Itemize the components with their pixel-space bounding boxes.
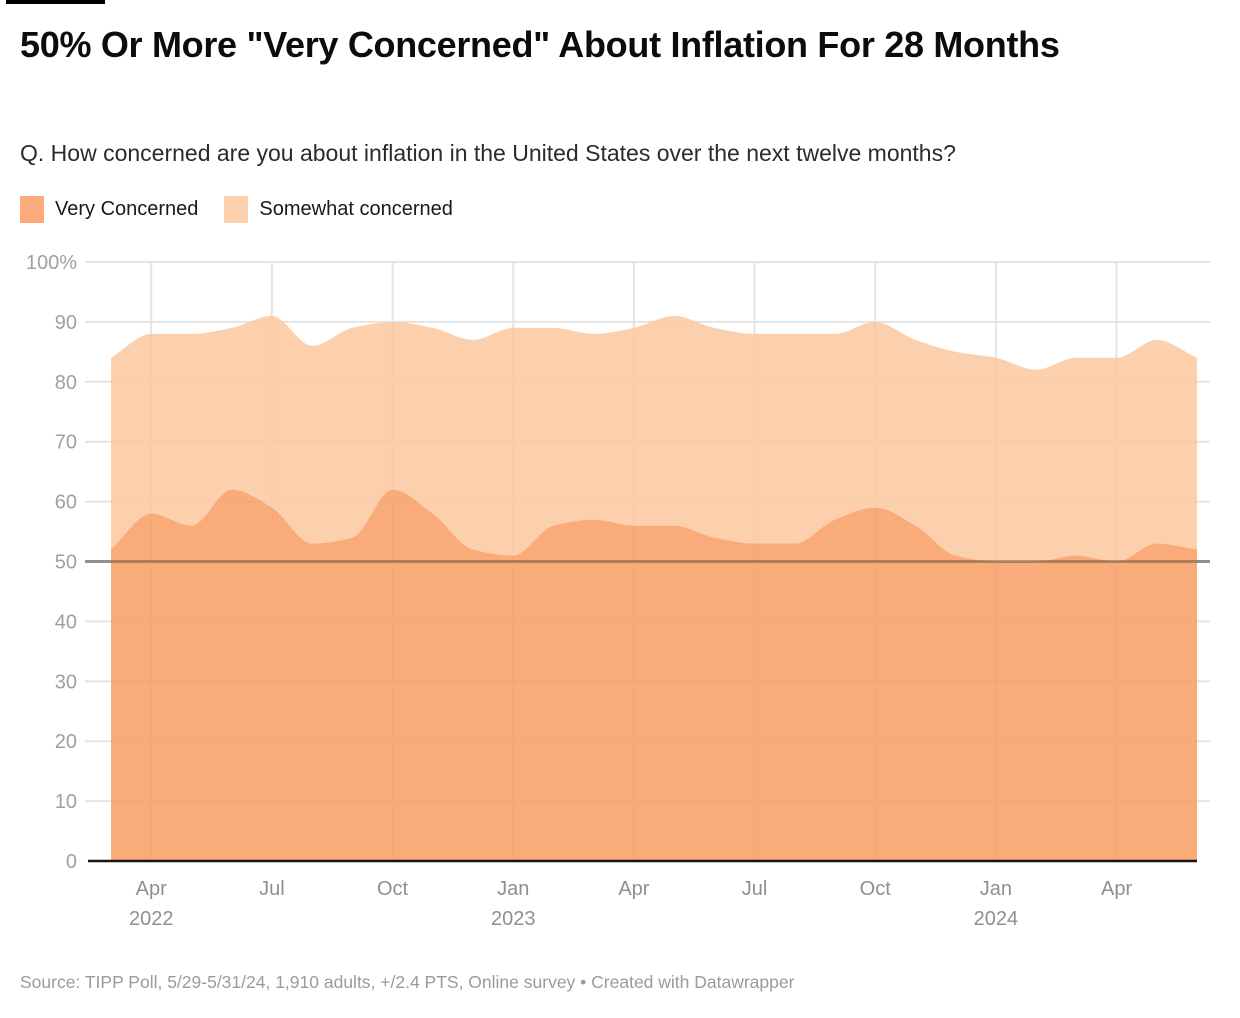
y-tick-label: 10 (55, 791, 77, 813)
x-tick-month-label: Jul (259, 878, 285, 900)
y-tick-label: 0 (66, 851, 77, 873)
legend-item-somewhat-concerned: Somewhat concerned (224, 196, 453, 223)
y-tick-label: 70 (55, 432, 77, 454)
top-edge-artifact (6, 0, 105, 4)
x-tick-year-label: 2024 (974, 908, 1019, 930)
legend-label-very-concerned: Very Concerned (55, 198, 199, 220)
x-tick-month-label: Apr (618, 878, 649, 900)
chart-subtitle: Q. How concerned are you about inflation… (20, 140, 956, 166)
legend-swatch-somewhat-concerned (224, 196, 249, 223)
legend-label-somewhat-concerned: Somewhat concerned (259, 198, 453, 220)
legend-item-very-concerned: Very Concerned (20, 196, 198, 223)
chart-title: 50% Or More "Very Concerned" About Infla… (20, 24, 1060, 65)
y-tick-label: 40 (55, 611, 77, 633)
area-very-concerned (111, 489, 1197, 861)
y-axis-labels: 0 10 20 30 40 50 60 70 80 90 100% (26, 252, 77, 873)
y-tick-label: 30 (55, 671, 77, 693)
legend-swatch-very-concerned (20, 196, 44, 223)
x-tick-month-label: Oct (377, 878, 409, 900)
x-tick-year-label: 2022 (129, 908, 174, 930)
x-tick-month-label: Apr (136, 878, 167, 900)
x-tick-year-label: 2023 (491, 908, 536, 930)
area-somewhat-concerned (111, 315, 1197, 562)
y-tick-label: 100% (26, 252, 77, 274)
x-tick-month-label: Jul (742, 878, 768, 900)
x-tick-month-label: Jan (497, 878, 529, 900)
source-caption: Source: TIPP Poll, 5/29-5/31/24, 1,910 a… (20, 972, 795, 992)
y-tick-label: 60 (55, 492, 77, 514)
x-tick-month-label: Jan (980, 878, 1012, 900)
x-axis-labels: Apr 2022 Jul Oct Jan 2023 Apr Jul Oct Jan 2024 Apr (129, 878, 1132, 930)
legend: Very Concerned Somewhat concerned (20, 196, 453, 223)
y-tick-label: 80 (55, 372, 77, 394)
y-tick-label: 90 (55, 312, 77, 334)
x-tick-month-label: Apr (1101, 878, 1132, 900)
y-tick-label: 20 (55, 731, 77, 753)
y-tick-label: 50 (55, 552, 77, 574)
x-tick-month-label: Oct (860, 878, 892, 900)
